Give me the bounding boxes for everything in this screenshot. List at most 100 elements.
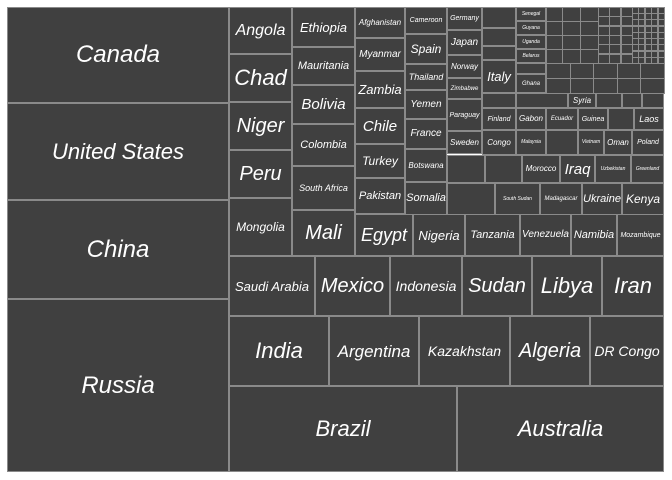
treemap-cell-unlabeled xyxy=(546,78,571,94)
treemap-cell-australia: Australia xyxy=(457,386,664,472)
treemap-label: Japan xyxy=(450,36,479,48)
treemap-label: Ghana xyxy=(521,80,540,87)
treemap-cell-unlabeled xyxy=(596,93,622,108)
treemap-cell-mali: Mali xyxy=(292,210,355,256)
treemap-cell-mozambique: Mozambique xyxy=(617,214,664,256)
treemap-cell-south-sudan: South Sudan xyxy=(495,183,540,215)
treemap-label: Iran xyxy=(614,273,652,298)
treemap-cell-unlabeled xyxy=(622,93,642,108)
treemap-cell-dr-congo: DR Congo xyxy=(590,316,664,386)
treemap-cell-gabon: Gabon xyxy=(516,108,546,130)
treemap-label: Mongolia xyxy=(236,220,285,234)
treemap-cell-thailand: Thailand xyxy=(405,64,447,90)
treemap-cell-somalia: Somalia xyxy=(405,182,447,215)
treemap-cell-iran: Iran xyxy=(602,256,664,316)
treemap-label: Congo xyxy=(487,137,511,147)
treemap-cell-germany: Germany xyxy=(447,7,482,30)
treemap-cell-unlabeled xyxy=(562,49,581,64)
treemap-label: Cameroon xyxy=(409,17,443,24)
treemap-label: Sweden xyxy=(450,137,479,147)
treemap-cell-algeria: Algeria xyxy=(510,316,590,386)
treemap-cell-laos: Laos xyxy=(634,108,664,130)
treemap-cell-mexico: Mexico xyxy=(315,256,390,316)
treemap-cell-oman: Oman xyxy=(604,130,632,155)
treemap-label: Mauritania xyxy=(297,59,350,72)
treemap-cell-unlabeled xyxy=(546,130,578,155)
treemap-label: Pakistan xyxy=(358,189,402,202)
treemap-label: Italy xyxy=(487,69,511,84)
treemap-cell-unlabeled xyxy=(546,35,563,50)
treemap-cell-canada: Canada xyxy=(7,7,229,103)
treemap-label: Guinea xyxy=(581,115,605,123)
treemap-cell-unlabeled xyxy=(546,63,571,79)
treemap-cell-unlabeled xyxy=(617,63,642,79)
treemap-cell-brazil: Brazil xyxy=(229,386,457,472)
treemap-label: Ethiopia xyxy=(300,19,347,35)
treemap-label: Spain xyxy=(410,42,442,56)
treemap-label: Greenland xyxy=(635,165,660,172)
treemap-label: Myanmar xyxy=(359,48,401,60)
treemap-cell-unlabeled xyxy=(485,155,522,183)
treemap-cell-india: India xyxy=(229,316,329,386)
treemap-label: Finland xyxy=(487,115,511,123)
treemap-label: Namibia xyxy=(573,228,615,241)
treemap-label: Kenya xyxy=(625,192,661,206)
treemap-label: Zimbabwe xyxy=(450,85,479,92)
treemap-label: Niger xyxy=(236,115,285,137)
treemap-cell-finland: Finland xyxy=(482,108,516,130)
treemap-label: Sudan xyxy=(468,275,526,297)
treemap-label: Norway xyxy=(450,61,479,71)
treemap-label: Egypt xyxy=(360,225,408,245)
treemap-label: Madagascar xyxy=(544,196,578,202)
treemap-cell-botswana: Botswana xyxy=(405,149,447,182)
treemap-cell-unlabeled xyxy=(609,16,621,26)
treemap-cell-unlabeled xyxy=(642,93,664,108)
treemap-label: Uganda xyxy=(522,38,540,45)
treemap-cell-sudan: Sudan xyxy=(462,256,532,316)
treemap-cell-kazakhstan: Kazakhstan xyxy=(419,316,510,386)
treemap-cell-unlabeled xyxy=(638,19,645,26)
treemap-cell-japan: Japan xyxy=(447,30,482,55)
treemap-label: India xyxy=(255,338,303,363)
treemap-label: Bolivia xyxy=(301,96,346,113)
treemap-label: Argentina xyxy=(337,341,411,361)
treemap-cell-zimbabwe: Zimbabwe xyxy=(447,78,482,99)
treemap-cell-unlabeled xyxy=(546,21,563,36)
treemap-cell-unlabeled xyxy=(562,7,581,22)
treemap-cell-nigeria: Nigeria xyxy=(413,214,465,256)
treemap-cell-saudi-arabia: Saudi Arabia xyxy=(229,256,315,316)
treemap-label: South Sudan xyxy=(503,195,532,202)
treemap-cell-syria: Syria xyxy=(568,93,596,108)
treemap-cell-unlabeled xyxy=(546,7,563,22)
treemap-label: Kazakhstan xyxy=(427,343,502,359)
treemap-label: Chad xyxy=(234,65,287,90)
treemap-cell-peru: Peru xyxy=(229,150,292,198)
treemap-cell-unlabeled xyxy=(447,155,485,183)
treemap-cell-colombia: Colombia xyxy=(292,124,355,166)
treemap-cell-unlabeled xyxy=(640,63,665,79)
treemap-cell-ecuador: Ecuador xyxy=(546,108,578,130)
treemap-label: Oman xyxy=(607,137,629,147)
treemap-cell-unlabeled xyxy=(609,44,621,54)
treemap-label: Vietnam xyxy=(581,139,601,145)
treemap-cell-unlabeled xyxy=(580,21,599,36)
treemap-cell-guinea: Guinea xyxy=(578,108,608,130)
treemap-label: Venezuela xyxy=(522,229,569,240)
treemap-label: Poland xyxy=(637,139,659,146)
treemap-cell-unlabeled xyxy=(658,44,665,51)
treemap-cell-chile: Chile xyxy=(355,108,405,144)
treemap-cell-uganda: Uganda xyxy=(516,35,546,49)
treemap-cell-unlabeled xyxy=(562,35,581,50)
treemap-cell-egypt: Egypt xyxy=(355,214,413,256)
treemap-cell-senegal: Senegal xyxy=(516,7,546,21)
treemap-label: Afghanistan xyxy=(358,17,402,27)
treemap-label: Algeria xyxy=(518,340,582,362)
treemap-label: Peru xyxy=(239,163,282,185)
treemap-label: Botswana xyxy=(408,160,444,170)
treemap-cell-angola: Angola xyxy=(229,7,292,54)
treemap-label: Malaysia xyxy=(521,139,541,145)
treemap-cell-unlabeled xyxy=(593,78,618,94)
treemap-label: DR Congo xyxy=(594,343,660,359)
treemap-cell-ghana: Ghana xyxy=(516,74,546,93)
